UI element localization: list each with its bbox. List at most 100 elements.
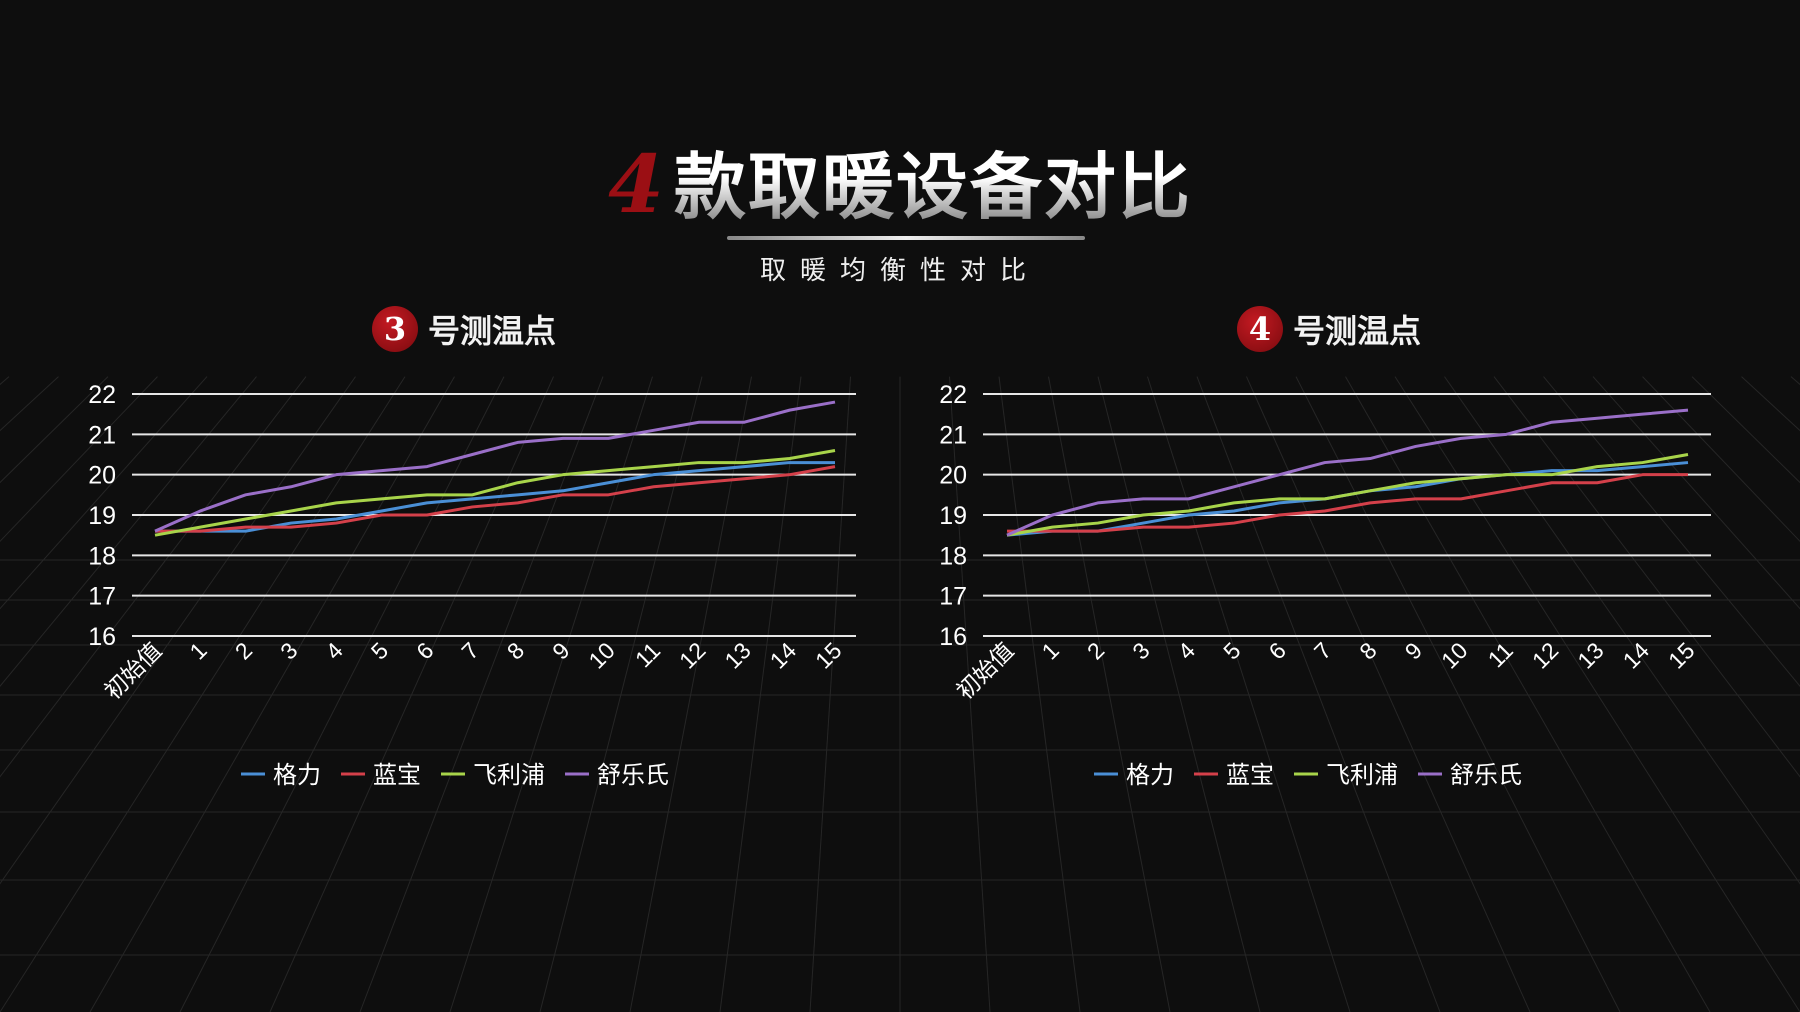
series-line-格力 (155, 461, 835, 533)
x-tick-label: 6 (1264, 637, 1291, 664)
y-tick-label: 17 (939, 583, 967, 611)
grid-line (998, 376, 1081, 1012)
x-tick-label: 9 (547, 637, 574, 664)
grid-line (1543, 376, 1800, 687)
grid-line (1048, 376, 1171, 1012)
series-line-舒乐氏 (154, 400, 836, 533)
grid-line (449, 376, 653, 1012)
legend-label: 蓝宝 (373, 762, 421, 789)
y-tick-label: 18 (939, 542, 967, 570)
chart-heading-right: 4 号测温点 (1237, 306, 1421, 352)
series-line-格力 (1006, 461, 1689, 537)
grid-line (359, 376, 604, 1012)
series-line-蓝宝 (155, 465, 836, 533)
x-tick-label: 1 (184, 637, 211, 664)
x-tick-label: 12 (674, 637, 710, 673)
chart-heading-left: 3 号测温点 (372, 306, 556, 352)
number-badge: 4 (1237, 306, 1283, 352)
x-tick-label: 2 (230, 637, 257, 664)
grid-line (0, 376, 307, 778)
x-tick-label: 14 (765, 637, 802, 674)
legend-label: 格力 (1126, 762, 1174, 789)
y-tick-label: 21 (88, 421, 116, 449)
grid-line (1097, 376, 1261, 1012)
x-tick-label: 13 (1572, 637, 1608, 673)
legend-label: 舒乐氏 (597, 762, 669, 789)
grid-line (1246, 376, 1531, 1012)
x-tick-label: 1 (1037, 637, 1064, 664)
x-tick-label: 15 (1663, 637, 1699, 673)
grid-line (1394, 376, 1800, 1012)
y-tick-label: 16 (88, 623, 116, 651)
y-tick-label: 20 (939, 462, 967, 490)
x-tick-label: 11 (630, 637, 665, 672)
grid-line (1196, 376, 1441, 1012)
legend-label: 飞利浦 (1326, 762, 1398, 789)
x-tick-label: 8 (502, 637, 529, 664)
x-tick-label: 13 (719, 637, 755, 673)
grid-line (539, 376, 703, 1012)
grid-line (1444, 376, 1800, 885)
x-tick-label: 5 (366, 637, 393, 664)
chart-title: 号测温点 (428, 312, 557, 350)
y-tick-label: 19 (88, 502, 116, 530)
subtitle: 取暖均衡性对比 (759, 256, 1040, 286)
grid-line (1147, 376, 1351, 1012)
y-tick-label: 20 (88, 462, 116, 490)
x-tick-label: 5 (1218, 637, 1245, 664)
chart-title: 号测温点 (1293, 312, 1422, 350)
grid-line (0, 376, 356, 885)
grid-line (1592, 376, 1800, 610)
x-tick-label: 3 (275, 637, 302, 664)
grid-line (1642, 376, 1800, 543)
x-tick-label: 10 (1436, 637, 1472, 673)
grid-line (949, 376, 991, 1012)
title-underline (727, 236, 1085, 240)
x-tick-label: 7 (456, 637, 483, 664)
x-tick-label: 15 (810, 637, 846, 673)
grid-line (89, 376, 455, 1012)
series-line-蓝宝 (1007, 473, 1688, 533)
y-tick-label: 22 (939, 381, 967, 409)
grid-line (269, 376, 554, 1012)
y-tick-label: 17 (88, 583, 116, 611)
x-tick-label: 6 (411, 637, 438, 664)
x-tick-label: 10 (583, 637, 619, 673)
x-tick-label: 11 (1483, 637, 1518, 672)
grid-line (179, 376, 505, 1012)
y-tick-label: 22 (88, 381, 116, 409)
x-tick-label: 4 (320, 637, 348, 665)
legend-label: 舒乐氏 (1450, 762, 1522, 789)
x-tick-label: 12 (1527, 637, 1563, 673)
grid-line (1295, 376, 1621, 1012)
title-number: 4 (608, 137, 666, 231)
legend-label: 格力 (273, 762, 321, 789)
grid-line (0, 376, 158, 543)
x-tick-label: 3 (1127, 637, 1154, 664)
grid-line (0, 376, 406, 1012)
x-tick-label: 14 (1618, 637, 1655, 674)
x-tick-label: 8 (1354, 637, 1381, 664)
x-tick-label: 9 (1400, 637, 1427, 664)
grid-line (1345, 376, 1711, 1012)
series-line-飞利浦 (154, 448, 836, 537)
x-tick-label: 2 (1082, 637, 1109, 664)
series-line-飞利浦 (1006, 453, 1689, 537)
number-badge: 3 (372, 306, 418, 352)
title-text: 款取暖设备对比 (673, 144, 1192, 229)
legend-label: 蓝宝 (1226, 762, 1274, 789)
main-title: 4 款取暖设备对比 (0, 128, 1800, 233)
x-tick-label: 7 (1309, 637, 1336, 664)
x-tick-label: 4 (1173, 637, 1201, 665)
y-tick-label: 18 (88, 542, 116, 570)
grid-line (0, 376, 208, 610)
series-line-舒乐氏 (1006, 408, 1689, 537)
y-tick-label: 21 (939, 421, 967, 449)
grid-line (629, 376, 752, 1012)
grid-line (719, 376, 802, 1012)
y-tick-label: 16 (939, 623, 967, 651)
